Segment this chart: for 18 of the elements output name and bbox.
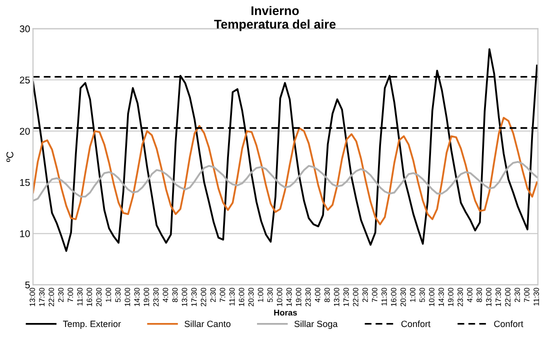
legend-label: Sillar Canto <box>184 320 230 328</box>
y-tick-label: 10 <box>20 230 30 238</box>
x-axis-title: Horas <box>274 310 297 316</box>
legend-label: Temp. Exterior <box>63 320 121 329</box>
legend-label: Confort <box>494 320 524 328</box>
y-tick-label: 5 <box>25 282 30 288</box>
chart-title: Invierno <box>252 6 299 16</box>
y-tick-label: 15 <box>20 179 30 186</box>
line-series <box>33 116 538 226</box>
legend-label: Sillar Soga <box>294 320 338 329</box>
chart-subtitle: Temperatura del aire <box>214 19 336 32</box>
line-series <box>33 48 538 252</box>
y-tick-label: 30 <box>20 25 30 32</box>
y-tick-label: 25 <box>20 76 30 84</box>
line-series <box>33 160 538 202</box>
y-axis-title: ºC <box>6 152 14 162</box>
y-tick-label: 20 <box>20 128 30 135</box>
legend-label: Confort <box>401 320 430 328</box>
